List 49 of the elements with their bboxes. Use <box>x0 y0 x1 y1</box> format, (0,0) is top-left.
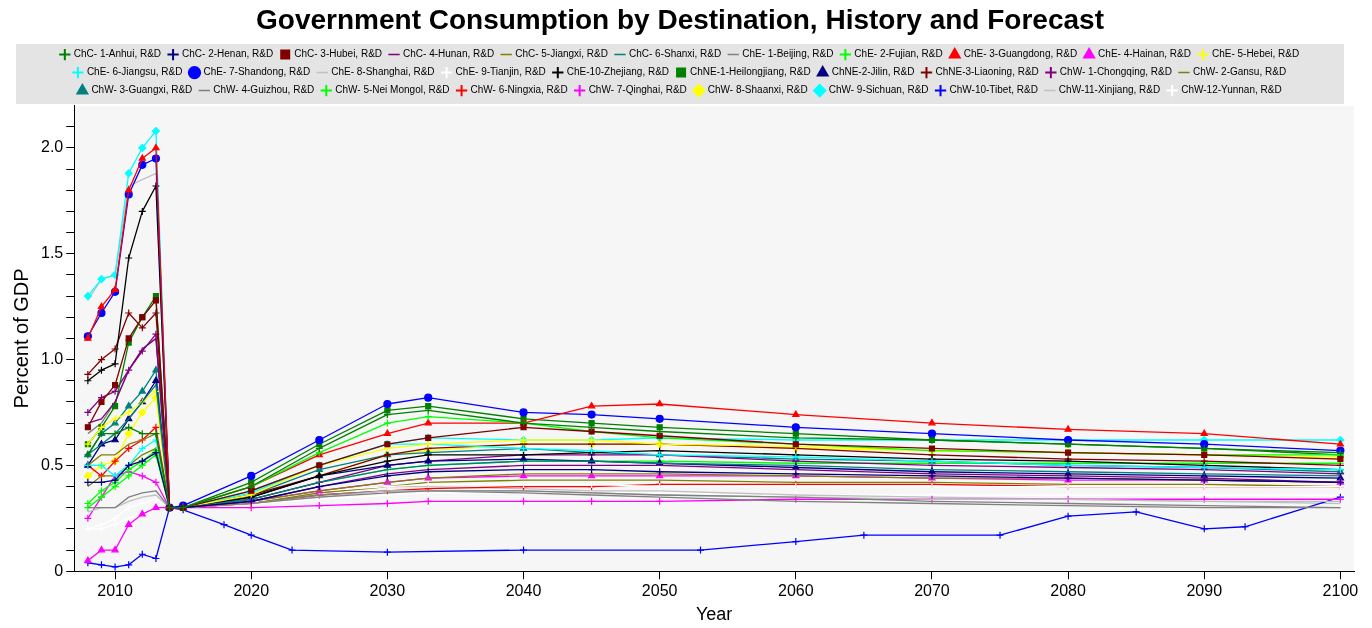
legend-label: ChE- 3-Guangdong, R&D <box>963 48 1078 60</box>
legend-label: ChE- 1-Beijing, R&D <box>742 48 834 60</box>
legend-label: ChE- 4-Hainan, R&D <box>1098 48 1191 60</box>
y-tick-label: 2.0 <box>40 138 64 156</box>
x-tick-label: 2080 <box>1050 582 1086 600</box>
x-tick-label: 2030 <box>369 582 406 600</box>
legend-label: ChW- 8-Shaanxi, R&D <box>707 84 808 96</box>
chart-title: Government Consumption by Destination, History and Forecast <box>256 3 1104 35</box>
legend-label: ChW-11-Xinjiang, R&D <box>1058 84 1161 96</box>
legend-label: ChW- 4-Guizhou, R&D <box>213 84 315 96</box>
legend-label: ChNE-1-Heilongjiang, R&D <box>690 66 811 78</box>
legend-label: ChC- 3-Hubei, R&D <box>294 48 383 60</box>
legend-label: ChW- 9-Sichuan, R&D <box>828 84 929 96</box>
x-tick-label: 2060 <box>778 582 814 600</box>
x-tick-label: 2090 <box>1186 582 1223 600</box>
legend-label: ChC- 1-Anhui, R&D <box>73 48 162 60</box>
legend-label: ChE- 7-Shandong, R&D <box>203 66 311 78</box>
x-tick-label: 2040 <box>505 582 542 600</box>
x-tick-label: 2050 <box>641 582 678 600</box>
legend-label: ChC- 6-Shanxi, R&D <box>628 48 722 60</box>
x-tick-label: 2020 <box>233 582 270 600</box>
legend-label: ChW- 6-Ningxia, R&D <box>470 84 568 96</box>
legend-label: ChE- 5-Hebei, R&D <box>1211 48 1300 60</box>
legend-label: ChW- 7-Qinghai, R&D <box>588 84 687 96</box>
y-tick-label: 0.5 <box>40 455 64 473</box>
legend-label: ChW- 1-Chongqing, R&D <box>1059 66 1172 78</box>
legend-label: ChC- 5-Jiangxi, R&D <box>515 48 608 60</box>
y-tick-label: 1.5 <box>40 244 64 262</box>
x-tick-label: 2010 <box>97 582 133 600</box>
y-tick-label: 0 <box>54 561 64 579</box>
legend-label: ChNE-3-Liaoning, R&D <box>935 66 1039 78</box>
legend-label: ChE- 2-Fujian, R&D <box>854 48 943 60</box>
legend-label: ChW-12-Yunnan, R&D <box>1181 84 1282 96</box>
legend-label: ChC- 2-Henan, R&D <box>182 48 274 60</box>
x-axis-title: Year <box>695 604 733 625</box>
y-tick-label: 1.0 <box>40 349 64 367</box>
legend-label: ChC- 4-Hunan, R&D <box>403 48 495 60</box>
legend-label: ChNE-2-Jilin, R&D <box>831 66 915 78</box>
legend-label: ChE-10-Zhejiang, R&D <box>566 66 670 78</box>
y-axis-title: Percent of GDP <box>9 268 32 409</box>
legend-label: ChW- 2-Gansu, R&D <box>1192 66 1287 78</box>
x-tick-label: 2070 <box>914 582 950 600</box>
legend-label: ChW-10-Tibet, R&D <box>949 84 1038 96</box>
x-tick-label: 2100 <box>1322 582 1359 600</box>
legend-label: ChE- 8-Shanghai, R&D <box>331 66 435 78</box>
legend-label: ChE- 9-Tianjin, R&D <box>455 66 546 78</box>
legend-label: ChE- 6-Jiangsu, R&D <box>86 66 183 78</box>
legend-label: ChW- 5-Nei Mongol, R&D <box>335 84 450 96</box>
legend-label: ChW- 3-Guangxi, R&D <box>91 84 193 96</box>
